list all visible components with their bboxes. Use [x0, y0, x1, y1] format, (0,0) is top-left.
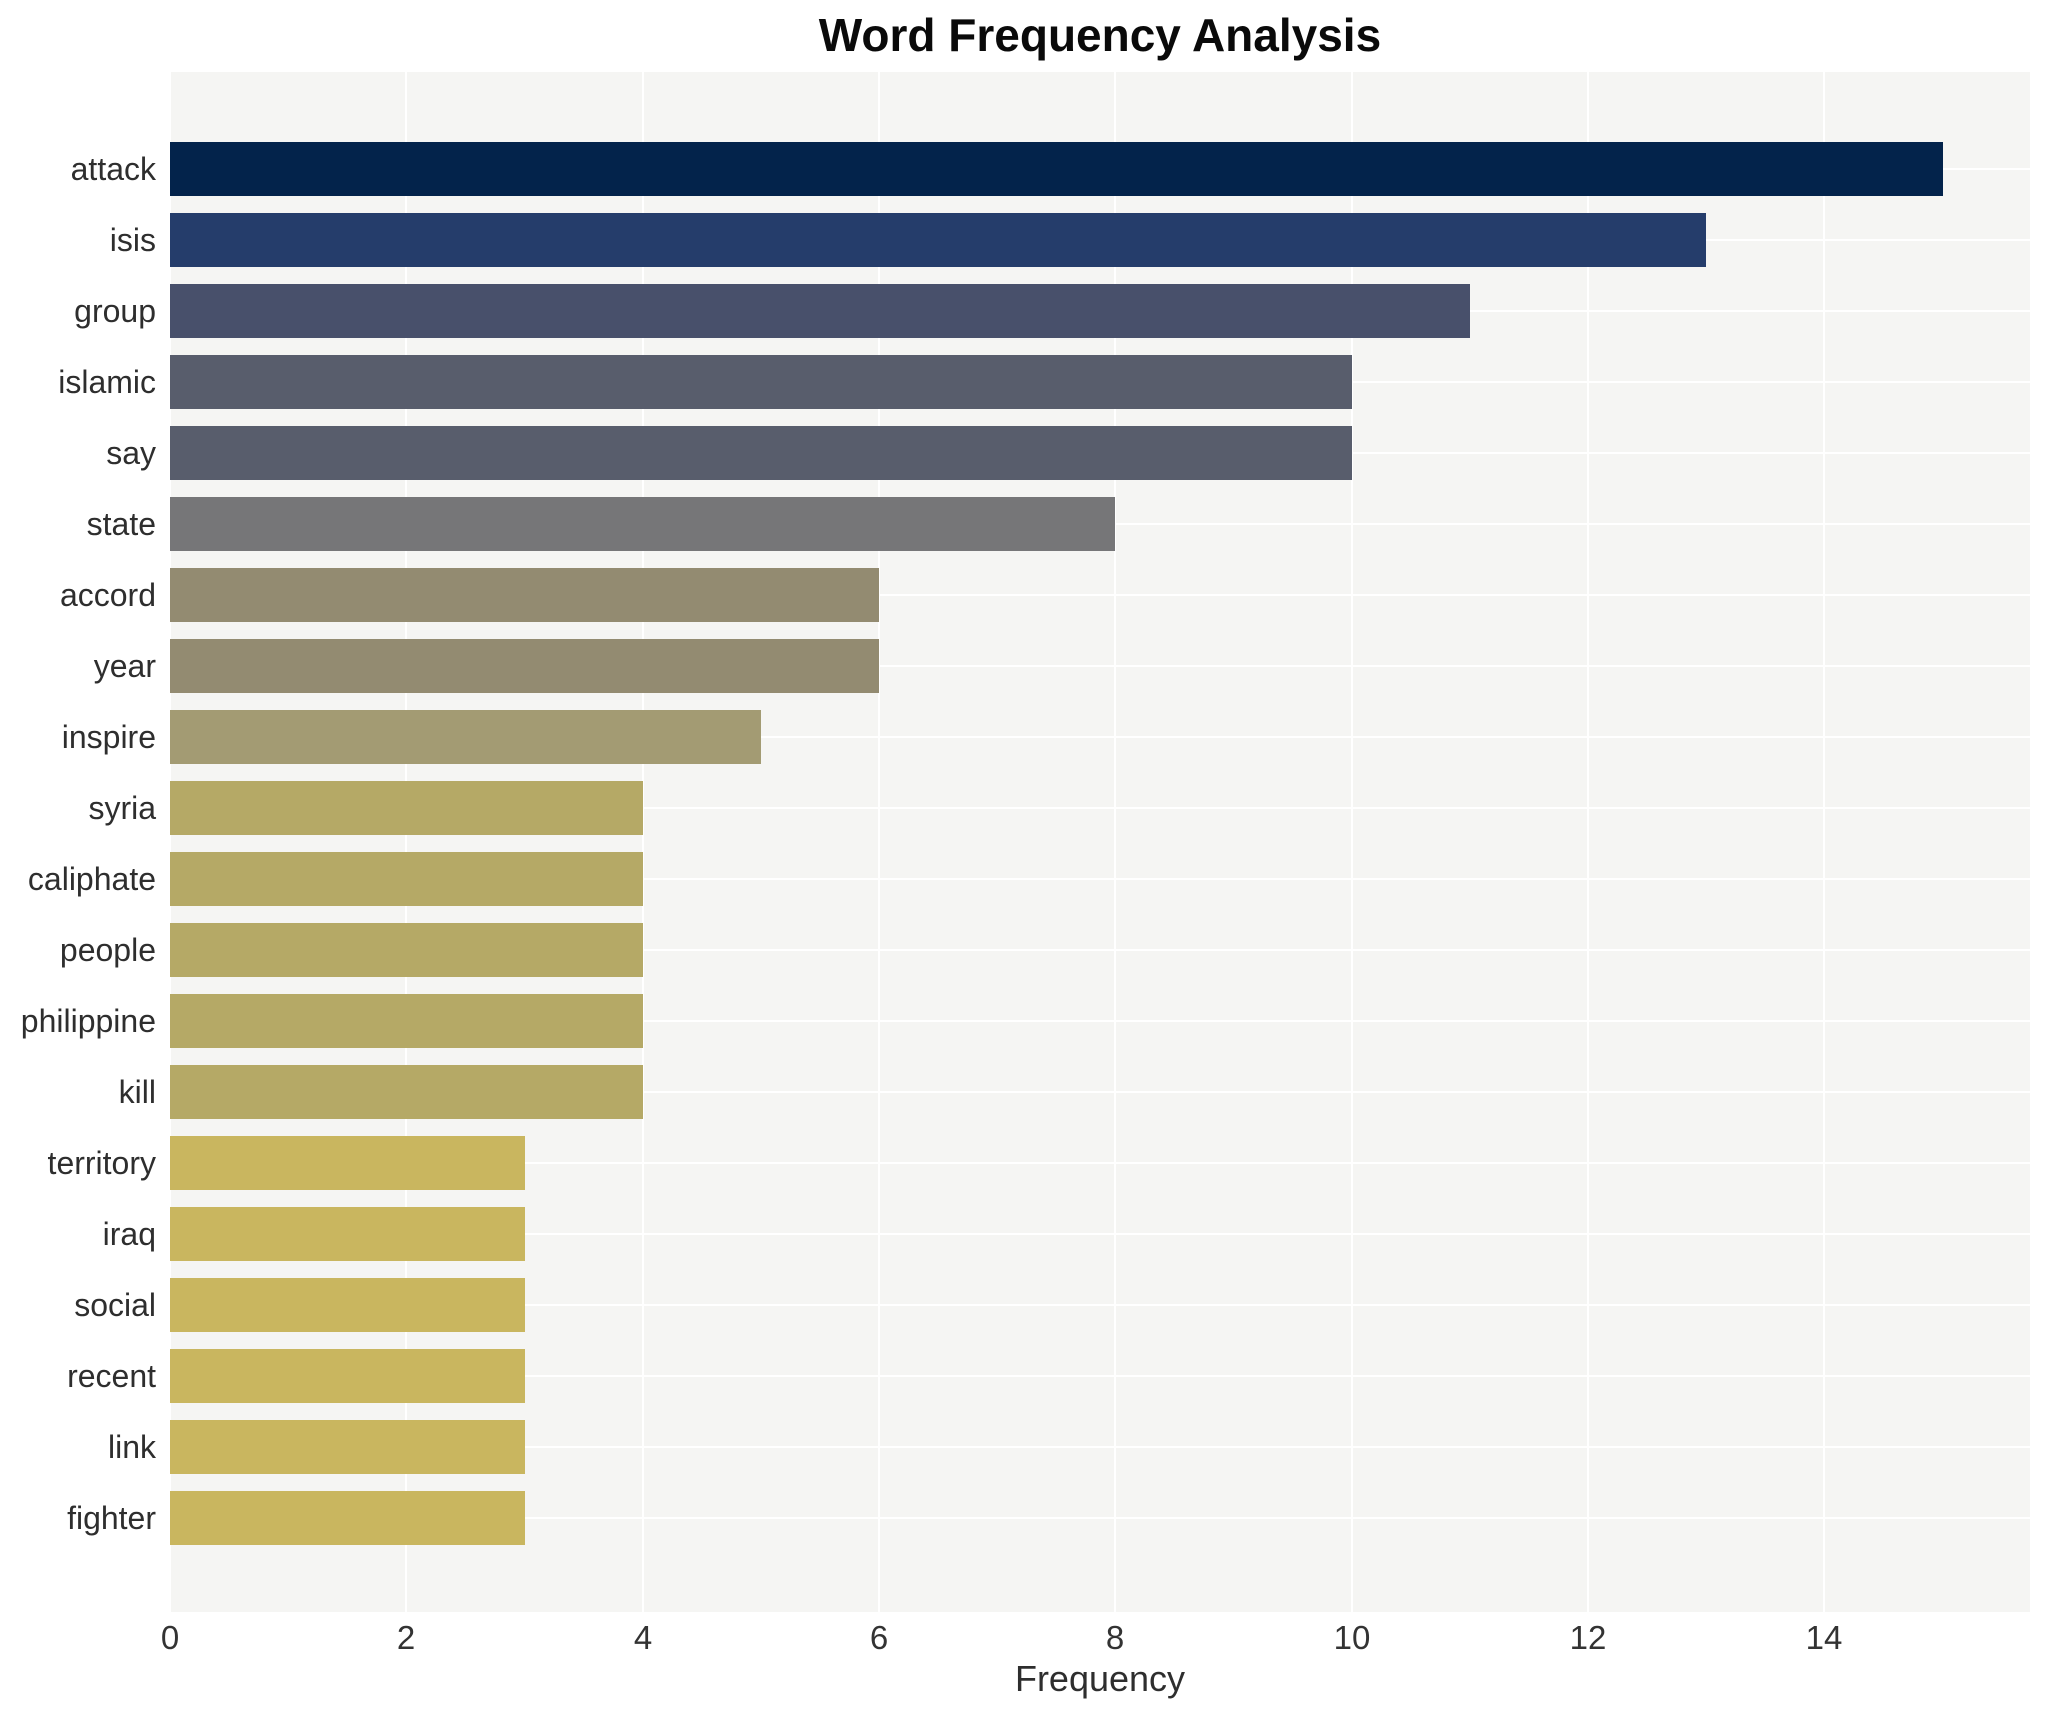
bar-iraq [170, 1207, 525, 1261]
gridline-vertical-2 [405, 72, 407, 1612]
gridline-vertical-0 [169, 72, 171, 1612]
bar-year [170, 639, 879, 693]
gridline-horizontal-caliphate [170, 878, 2030, 880]
gridline-vertical-6 [878, 72, 880, 1612]
y-tick-label-recent: recent [67, 1358, 156, 1394]
bar-inspire [170, 710, 761, 764]
bar-isis [170, 213, 1706, 267]
plot-area [169, 72, 2030, 1612]
gridline-horizontal-people [170, 949, 2030, 951]
bar-social [170, 1278, 525, 1332]
gridline-horizontal-social [170, 1304, 2030, 1306]
y-tick-label-people: people [59, 932, 156, 968]
gridline-horizontal-fighter [170, 1517, 2030, 1519]
y-tick-label-isis: isis [109, 222, 156, 258]
gridline-vertical-12 [1587, 72, 1589, 1612]
x-axis-label: Frequency [1014, 1658, 1186, 1699]
y-tick-label-philippine: philippine [20, 1003, 156, 1039]
y-tick-label-inspire: inspire [61, 719, 156, 755]
bar-syria [170, 781, 643, 835]
x-tick-label-8: 8 [1105, 1619, 1125, 1656]
bar-people [170, 923, 643, 977]
x-tick-label-0: 0 [160, 1619, 180, 1656]
x-tick-label-6: 6 [869, 1619, 889, 1656]
bar-kill [170, 1065, 643, 1119]
gridline-horizontal-accord [170, 594, 2030, 596]
bar-recent [170, 1349, 525, 1403]
y-tick-label-fighter: fighter [67, 1500, 156, 1536]
y-tick-label-caliphate: caliphate [27, 861, 156, 897]
gridline-horizontal-syria [170, 807, 2030, 809]
y-tick-label-social: social [74, 1287, 156, 1323]
y-tick-label-year: year [93, 648, 156, 684]
x-tick-label-4: 4 [633, 1619, 653, 1656]
y-tick-label-islamic: islamic [58, 364, 156, 400]
x-tick-label-14: 14 [1805, 1619, 1843, 1656]
y-tick-label-accord: accord [59, 577, 156, 613]
bar-link [170, 1420, 525, 1474]
bar-territory [170, 1136, 525, 1190]
bar-philippine [170, 994, 643, 1048]
bar-caliphate [170, 852, 643, 906]
y-tick-label-kill: kill [118, 1074, 156, 1110]
gridline-vertical-14 [1823, 72, 1825, 1612]
gridline-vertical-8 [1114, 72, 1116, 1612]
x-tick-label-10: 10 [1333, 1619, 1371, 1656]
gridline-horizontal-inspire [170, 736, 2030, 738]
gridline-horizontal-kill [170, 1091, 2030, 1093]
y-tick-label-syria: syria [88, 790, 156, 826]
bar-say [170, 426, 1352, 480]
y-tick-label-territory: territory [47, 1145, 156, 1181]
bar-accord [170, 568, 879, 622]
y-tick-label-link: link [107, 1429, 156, 1465]
bar-attack [170, 142, 1943, 196]
bar-state [170, 497, 1115, 551]
x-tick-label-2: 2 [396, 1619, 416, 1656]
y-tick-label-state: state [86, 506, 156, 542]
chart-title: Word Frequency Analysis [818, 9, 1382, 61]
gridline-horizontal-iraq [170, 1233, 2030, 1235]
bar-group [170, 284, 1470, 338]
bar-fighter [170, 1491, 525, 1545]
y-tick-label-group: group [74, 293, 156, 329]
gridline-vertical-4 [642, 72, 644, 1612]
y-tick-label-say: say [106, 435, 156, 471]
gridline-horizontal-territory [170, 1162, 2030, 1164]
y-tick-label-iraq: iraq [102, 1216, 156, 1252]
x-tick-label-12: 12 [1569, 1619, 1607, 1656]
bar-islamic [170, 355, 1352, 409]
gridline-horizontal-philippine [170, 1020, 2030, 1022]
gridline-horizontal-year [170, 665, 2030, 667]
gridline-horizontal-recent [170, 1375, 2030, 1377]
gridline-vertical-10 [1351, 72, 1353, 1612]
gridline-horizontal-link [170, 1446, 2030, 1448]
y-tick-label-attack: attack [70, 151, 156, 187]
